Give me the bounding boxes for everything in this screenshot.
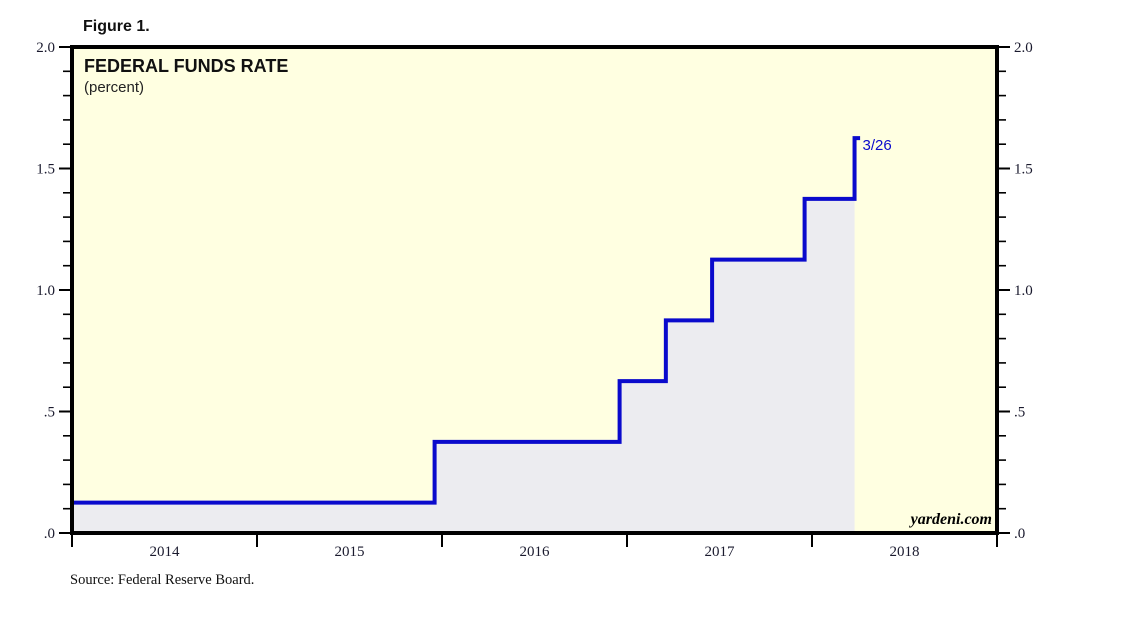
y-axis-label-left: .5 <box>44 405 55 421</box>
x-axis-year-label: 2015 <box>335 544 365 560</box>
y-axis-label-left: 1.0 <box>36 283 55 299</box>
chart-subtitle: (percent) <box>84 79 144 96</box>
chart-title: FEDERAL FUNDS RATE <box>84 56 288 76</box>
rate-step-line <box>72 136 861 505</box>
plot-border <box>70 45 999 535</box>
area-fill <box>72 198 855 533</box>
chart-generated-over-layer: 2014 2015 2016 2017 2018 .0 .0 .5 .5 1.0 1.0 1.5 1.5… <box>36 40 1033 560</box>
y-axis-label-left: 1.5 <box>36 162 55 178</box>
x-axis-year-label: 2014 <box>150 544 181 560</box>
source-note: Source: Federal Reserve Board. <box>70 572 254 588</box>
y-axis-label-left: .0 <box>44 526 55 542</box>
x-axis-year-label: 2017 <box>705 544 736 560</box>
y-axis-label-right: .5 <box>1014 405 1025 421</box>
y-axis-label-right: 2.0 <box>1014 40 1033 56</box>
y-axis-label-left: 2.0 <box>36 40 55 56</box>
chart-generated-under-layer <box>70 45 999 535</box>
watermark-yardeni: yardeni.com <box>909 511 992 528</box>
y-axis-label-right: .0 <box>1014 526 1025 542</box>
last-point-date-annotation: 3/26 <box>863 137 892 154</box>
y-axis-label-right: 1.0 <box>1014 283 1033 299</box>
x-axis-year-label: 2016 <box>520 544 551 560</box>
figure-label: Figure 1. <box>83 18 150 35</box>
y-axis-label-right: 1.5 <box>1014 162 1033 178</box>
x-axis-year-label: 2018 <box>890 544 920 560</box>
